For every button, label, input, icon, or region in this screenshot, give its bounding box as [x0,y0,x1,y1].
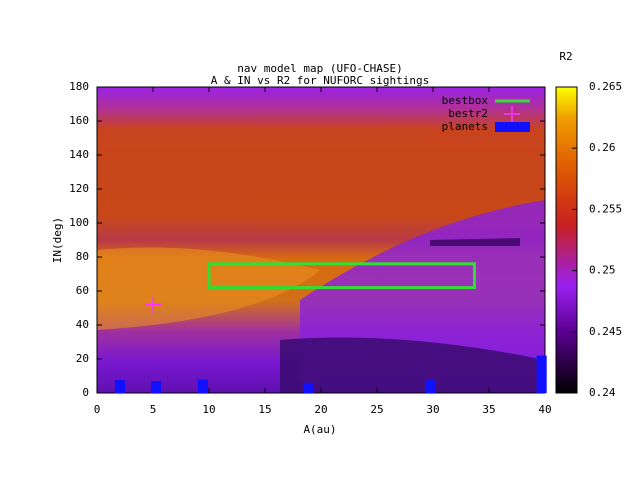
y-tick-label: 140 [69,148,89,161]
planet-bar [303,382,314,393]
y-tick-label: 120 [69,182,89,195]
colorbar-tick-label: 0.265 [589,80,622,93]
x-tick-label: 0 [94,403,101,416]
planet-bar [114,380,125,393]
planet-bar [197,379,208,393]
x-tick-label: 20 [314,403,327,416]
colorbar-tick-label: 0.26 [589,141,616,154]
legend-label: bestr2 [448,107,488,120]
y-tick-label: 20 [76,352,89,365]
x-tick-label: 40 [538,403,551,416]
colorbar [555,86,578,394]
x-axis-label: A(au) [303,423,336,436]
planet-bar [425,380,436,393]
heatmap-region [280,337,545,393]
best-point [145,296,161,313]
x-tick-label: 10 [202,403,215,416]
legend-swatch [504,106,520,122]
x-tick-label: 15 [258,403,271,416]
chart-subtitle: A & IN vs R2 for NUFORC sightings [211,74,430,87]
y-tick-label: 0 [82,386,89,399]
heatmap-region [430,238,520,246]
legend-label: bestbox [442,94,489,107]
colorbar-label: R2 [559,50,572,63]
colorbar-tick-label: 0.25 [589,264,616,277]
y-tick-label: 180 [69,80,89,93]
y-tick-label: 160 [69,114,89,127]
y-axis-label: IN(deg) [51,217,64,263]
legend-label: planets [442,120,488,133]
best-box [207,262,476,290]
colorbar-tick-label: 0.24 [589,386,616,399]
x-tick-label: 35 [482,403,495,416]
y-tick-label: 80 [76,250,89,263]
y-tick-label: 100 [69,216,89,229]
y-tick-label: 40 [76,318,89,331]
colorbar-tick-label: 0.255 [589,202,622,215]
planet-bar [150,381,162,393]
x-tick-label: 30 [426,403,439,416]
x-tick-label: 25 [370,403,383,416]
colorbar-tick-label: 0.245 [589,325,622,338]
x-tick-label: 5 [150,403,157,416]
chart-title: nav model map (UFO-CHASE) [237,62,403,75]
y-tick-label: 60 [76,284,89,297]
legend-swatch [495,122,530,132]
planet-bar [536,355,547,393]
